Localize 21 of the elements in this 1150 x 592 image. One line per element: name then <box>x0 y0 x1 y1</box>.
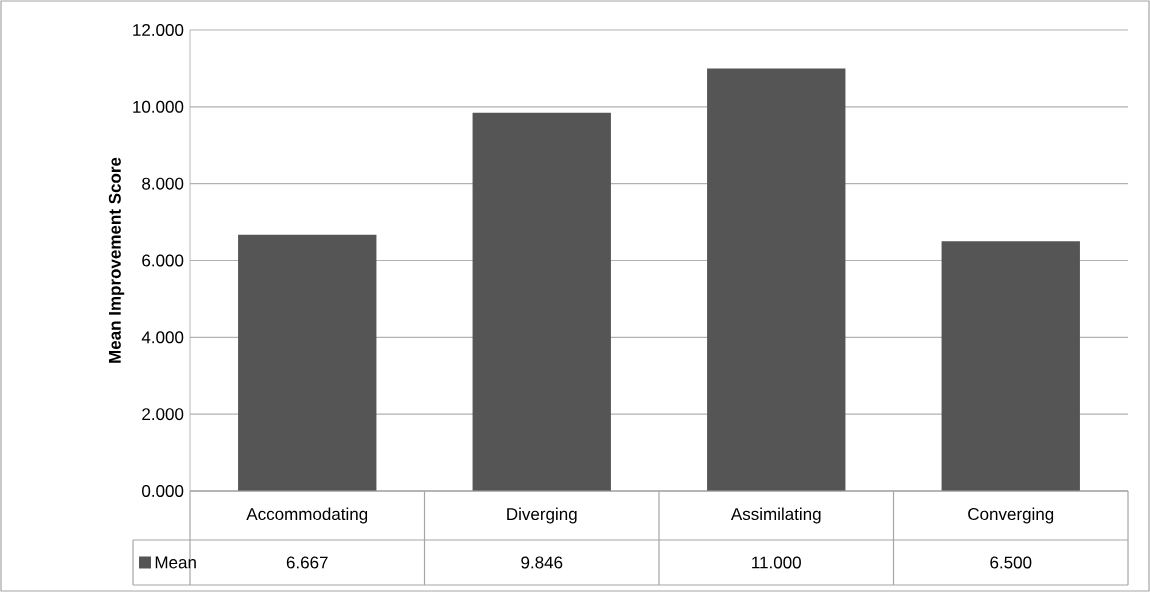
bar <box>238 234 377 491</box>
x-tick-label: Accommodating <box>246 507 368 524</box>
y-tick-label: 2.000 <box>142 408 184 421</box>
bar <box>941 241 1080 491</box>
data-label: 9.846 <box>521 556 563 569</box>
data-label: 11.000 <box>752 556 801 569</box>
y-tick-label: 12.000 <box>133 23 184 36</box>
legend-label: Mean <box>155 556 196 569</box>
y-axis-title: Mean Improvement Score <box>108 157 125 363</box>
data-label: 6.667 <box>286 556 328 569</box>
y-tick-label: 4.000 <box>141 331 184 344</box>
x-tick-label: Diverging <box>507 507 577 524</box>
x-tick-label: Converging <box>968 507 1054 524</box>
x-tick-label: Assimilating <box>730 507 821 524</box>
bar <box>707 68 846 491</box>
y-tick-label: 0.000 <box>142 484 184 497</box>
y-tick-label: 8.000 <box>142 177 184 190</box>
data-label: 6.500 <box>990 556 1032 569</box>
y-tick-label: 10.000 <box>133 100 184 113</box>
bar <box>472 112 611 491</box>
y-tick-label: 6.000 <box>142 254 184 267</box>
